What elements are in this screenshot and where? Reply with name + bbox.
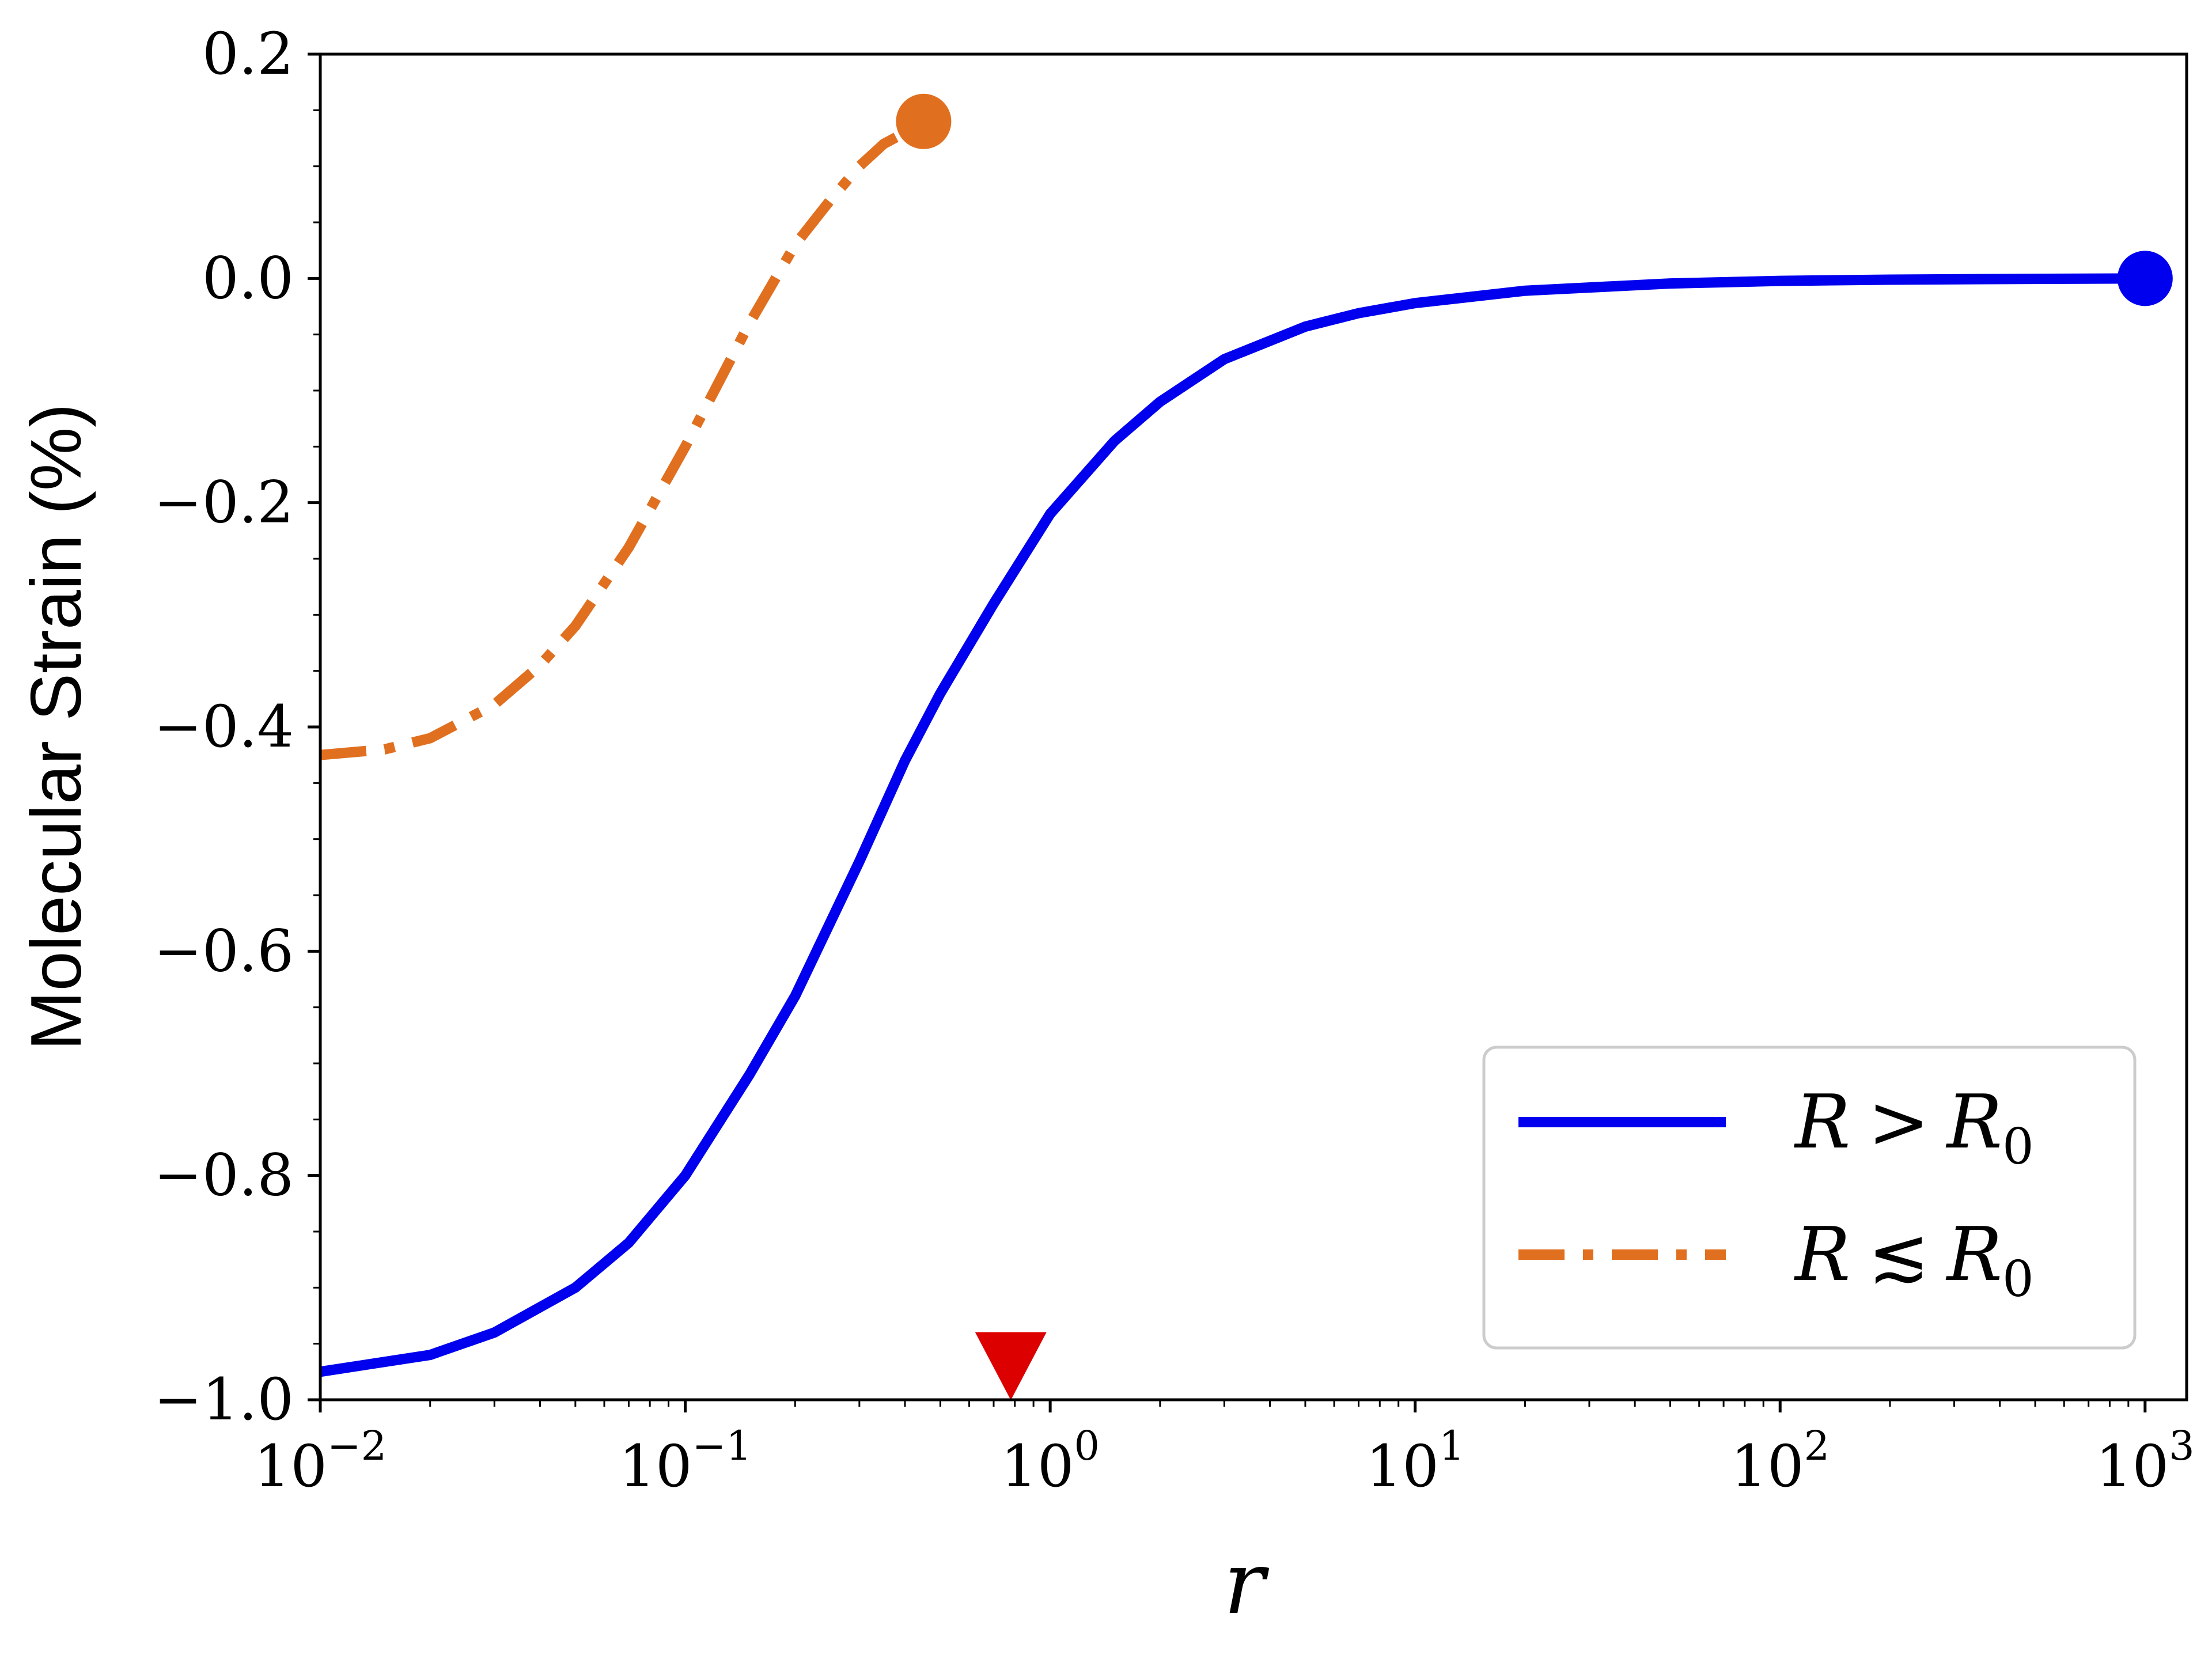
y-tick-label-3: −0.4 [154,693,294,760]
legend-sub-1: 0 [2002,1251,2034,1308]
x-tick-exp-0: −2 [327,1422,387,1469]
x-tick-base-4: 10 [1730,1433,1804,1500]
y-axis-label: Molecular Strain (%) [17,403,96,1050]
y-tick-label-2: −0.2 [154,469,294,536]
y-tick-label-5: −0.8 [154,1142,294,1209]
x-tick-label-0: 10−2 [254,1422,387,1500]
x-tick-base-5: 10 [2096,1433,2169,1500]
x-tick-base-1: 10 [619,1433,692,1500]
tick-layer [308,52,2147,1412]
x-tick-exp-2: 0 [1074,1422,1100,1469]
x-tick-exp-4: 2 [1804,1422,1830,1469]
legend-op-0: > [1868,1080,1929,1165]
legend-label-0: R > R0 [1794,1080,2034,1176]
annotation-marker-0 [975,1332,1047,1400]
legend-op-1: ≲ [1868,1212,1929,1298]
x-tick-base-3: 10 [1366,1433,1439,1500]
series-endpoint-0 [2117,251,2173,306]
x-tick-base-2: 10 [1001,1433,1074,1500]
y-tick-label-1: 0.0 [202,244,294,312]
x-tick-label-3: 101 [1366,1422,1465,1500]
legend-label-1: R ≲ R0 [1794,1212,2034,1308]
x-tick-label-5: 103 [2096,1422,2195,1500]
legend-rhs-0: R [1946,1080,2002,1165]
x-tick-exp-3: 1 [1439,1422,1465,1469]
x-axis-label: r [1224,1533,1270,1634]
x-tick-label-1: 10−1 [619,1422,751,1500]
legend-sub-0: 0 [2002,1118,2034,1176]
legend-rhs-1: R [1946,1212,2002,1298]
y-tick-label-0: 0.2 [202,20,294,88]
x-tick-base-0: 10 [254,1433,327,1500]
legend-var-0: R [1794,1080,1850,1165]
series-line-0 [319,273,2145,1377]
label-layer: 0.20.0−0.2−0.4−0.6−0.8−1.010−2 10−1 100 101… [17,20,2195,1634]
series-endpoint-1 [896,93,952,149]
legend: R > R0R ≲ R0 [1482,1046,2137,1350]
y-tick-label-4: −0.6 [154,917,294,984]
legend-var-1: R [1794,1212,1850,1298]
x-tick-label-4: 102 [1730,1422,1830,1500]
series-line-1 [320,117,927,760]
x-tick-exp-1: −1 [692,1422,752,1469]
marker-layer [975,1332,1047,1400]
series-layer [319,93,2173,1377]
x-tick-label-2: 100 [1001,1422,1100,1500]
y-tick-label-6: −1.0 [154,1366,294,1433]
x-tick-exp-5: 3 [2169,1422,2195,1469]
